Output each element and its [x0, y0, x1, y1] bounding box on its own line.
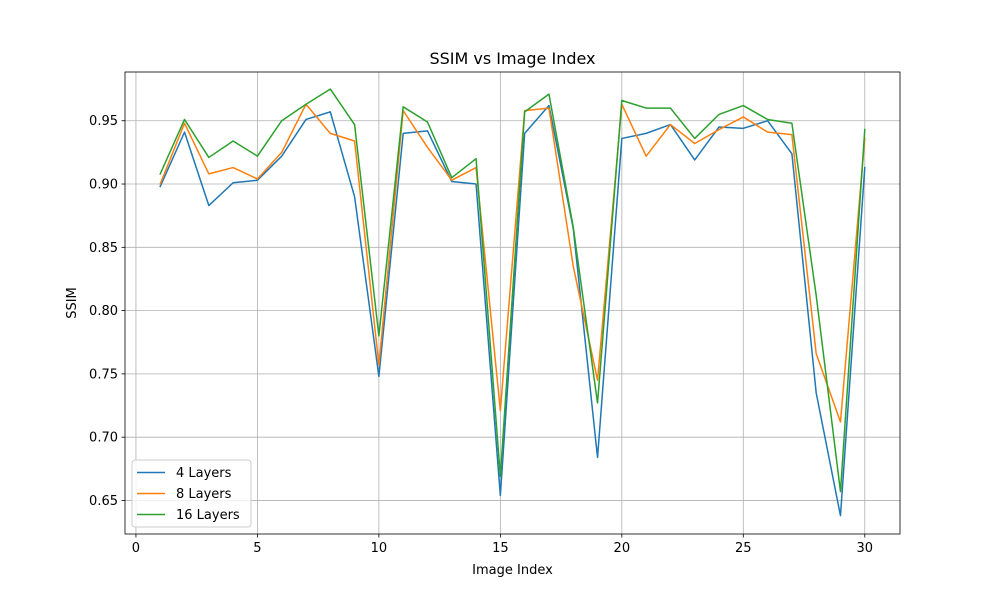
series-line-16-layers	[159, 88, 866, 493]
x-tick-label: 15	[492, 541, 509, 556]
plot-area-frame	[124, 71, 901, 535]
y-tick-label: 0.65	[89, 494, 118, 509]
y-tick-label: 0.75	[89, 367, 118, 382]
y-tick-label: 0.95	[89, 114, 118, 129]
x-tick-label: 20	[614, 541, 631, 556]
x-axis-ticks: 0 5 10 15 20 25 30	[132, 534, 873, 556]
legend: 4 Layers 8 Layers 16 Layers	[131, 459, 252, 528]
chart-title: SSIM vs Image Index	[429, 49, 595, 68]
legend-label-4-layers: 4 Layers	[176, 466, 232, 481]
y-axis-label: SSIM	[65, 287, 80, 319]
legend-label-16-layers: 16 Layers	[176, 508, 240, 523]
x-tick-label: 10	[371, 541, 388, 556]
x-tick-label: 30	[856, 541, 873, 556]
legend-box	[131, 459, 252, 528]
y-tick-label: 0.80	[89, 304, 118, 319]
x-tick-label: 25	[735, 541, 752, 556]
x-axis-label: Image Index	[472, 563, 553, 578]
legend-entries: 4 Layers 8 Layers 16 Layers	[137, 466, 240, 523]
series-lines	[159, 88, 866, 517]
series-line-4-layers	[159, 104, 866, 517]
series-line-8-layers	[159, 103, 866, 423]
x-tick-label: 0	[132, 541, 140, 556]
legend-label-8-layers: 8 Layers	[176, 487, 232, 502]
x-tick-label: 5	[253, 541, 261, 556]
y-tick-label: 0.85	[89, 241, 118, 256]
y-axis-ticks: 0.65 0.70 0.75 0.80 0.85 0.90 0.95	[89, 114, 125, 509]
y-tick-label: 0.70	[89, 431, 118, 446]
x-gridlines	[135, 72, 866, 534]
y-tick-label: 0.90	[89, 178, 118, 193]
